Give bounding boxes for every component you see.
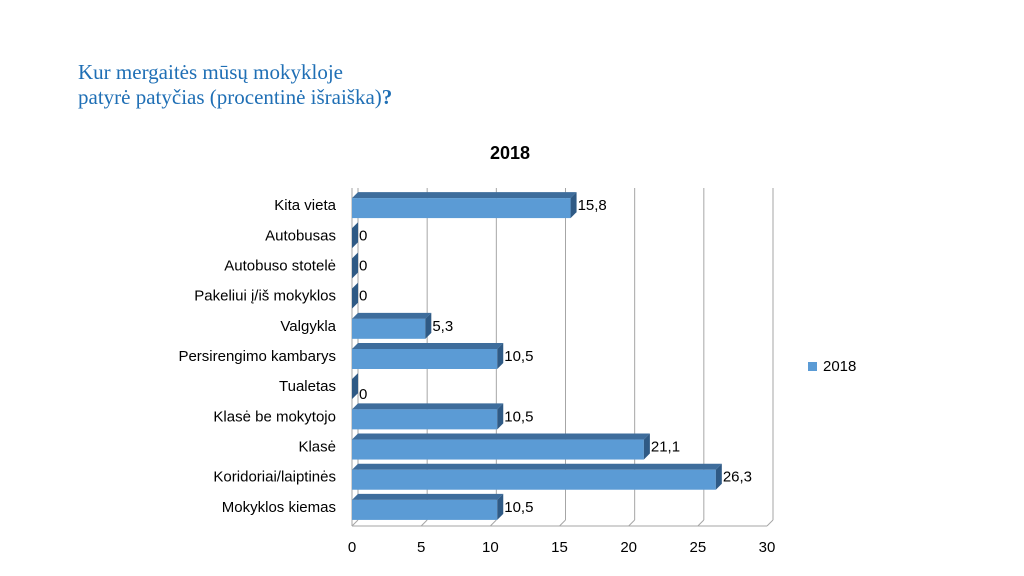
bar-top-4 xyxy=(352,312,432,319)
legend: 2018 xyxy=(808,358,856,375)
data-label-5: 10,5 xyxy=(504,348,533,365)
legend-label: 2018 xyxy=(823,358,857,375)
floor-tick-4 xyxy=(628,519,636,527)
bar-side-3 xyxy=(352,282,358,309)
data-label-0: 15,8 xyxy=(578,197,607,214)
labels-layer: 0 5 10 15 20 25 30 Kita vieta 15,8 Autobusas 0 Auto… xyxy=(178,197,775,556)
bar-8 xyxy=(352,439,644,460)
category-label-8: Klasė xyxy=(298,439,336,456)
bar-side-4 xyxy=(425,312,432,339)
data-label-4: 5,3 xyxy=(432,318,453,335)
bar-7 xyxy=(352,409,498,430)
x-tick-label-2: 10 xyxy=(482,539,499,556)
data-label-7: 10,5 xyxy=(504,408,533,425)
slide-title-line-1: Kur mergaitės mūsų mokykloje xyxy=(78,60,343,84)
data-label-1: 0 xyxy=(359,227,367,244)
floor-tick-0 xyxy=(351,519,359,527)
bar-4 xyxy=(352,318,426,339)
bar-side-5 xyxy=(497,343,504,369)
bar-side-9 xyxy=(715,463,722,490)
category-label-6: Tualetas xyxy=(279,378,336,395)
bar-side-0 xyxy=(570,192,577,219)
bar-top-7 xyxy=(352,403,504,410)
category-label-3: Pakeliui į/iš mokyklos xyxy=(194,288,336,305)
bar-side-7 xyxy=(497,403,504,430)
legend-swatch xyxy=(808,362,817,371)
bars-layer xyxy=(352,192,722,520)
category-label-7: Klasė be mokytojo xyxy=(213,408,336,425)
slide-title-line-2-text: patyrė patyčias (procentinė išraiška) xyxy=(78,85,382,109)
bar-side-1 xyxy=(352,222,358,249)
slide-title-line-2: patyrė patyčias (procentinė išraiška)? xyxy=(78,85,392,110)
chart-title: 2018 xyxy=(489,143,531,163)
category-label-10: Mokyklos kiemas xyxy=(222,499,336,516)
x-tick-label-6: 30 xyxy=(759,539,776,556)
bar-0 xyxy=(352,198,571,219)
floor-tick-3 xyxy=(559,519,566,527)
data-label-9: 26,3 xyxy=(723,469,752,486)
category-label-4: Valgykla xyxy=(280,318,336,335)
category-label-9: Koridoriai/laiptinės xyxy=(213,469,336,486)
bar-5 xyxy=(352,349,498,369)
bar-9 xyxy=(352,469,716,490)
bar-side-2 xyxy=(352,252,358,279)
floor-tick-5 xyxy=(697,519,705,527)
bar-side-6 xyxy=(352,373,358,400)
bar-top-9 xyxy=(352,463,722,470)
category-label-1: Autobusas xyxy=(265,227,336,244)
floor-tick-1 xyxy=(420,519,428,527)
slide-title: Kur mergaitės mūsų mokykloje patyrė paty… xyxy=(78,60,392,110)
data-label-3: 0 xyxy=(359,288,367,305)
x-tick-label-5: 25 xyxy=(689,539,706,556)
floor-tick-6 xyxy=(766,519,774,527)
bar-top-8 xyxy=(352,433,650,440)
bar-top-5 xyxy=(352,343,504,349)
data-label-2: 0 xyxy=(359,257,367,274)
x-tick-label-0: 0 xyxy=(348,539,356,556)
category-label-0: Kita vieta xyxy=(274,197,336,214)
bar-top-10 xyxy=(352,493,504,500)
x-tick-label-3: 15 xyxy=(551,539,568,556)
x-tick-label-4: 20 xyxy=(620,539,637,556)
category-label-2: Autobuso stotelė xyxy=(224,257,336,274)
bar-10 xyxy=(352,499,498,520)
category-label-5: Persirengimo kambarys xyxy=(178,348,336,365)
bar-side-10 xyxy=(497,493,504,520)
data-label-10: 10,5 xyxy=(504,499,533,516)
slide-title-question-mark: ? xyxy=(381,85,393,109)
data-label-8: 21,1 xyxy=(651,439,680,456)
x-tick-label-1: 5 xyxy=(417,539,425,556)
data-label-6: 0 xyxy=(359,386,367,403)
floor-tick-2 xyxy=(489,519,497,527)
bar-side-8 xyxy=(643,433,650,460)
bar-top-0 xyxy=(352,192,577,199)
